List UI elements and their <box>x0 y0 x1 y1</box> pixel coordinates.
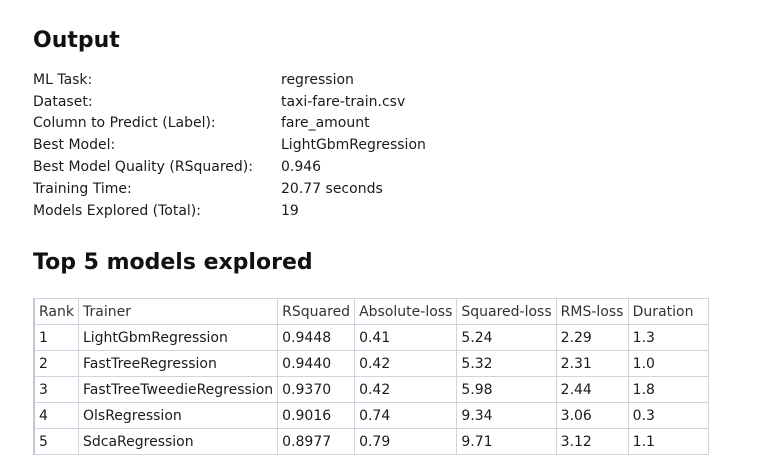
info-row-label-column: Column to Predict (Label): fare_amount <box>33 113 501 135</box>
table-row: 4 OlsRegression 0.9016 0.74 9.34 3.06 0.… <box>33 402 709 429</box>
cell-duration: 1.3 <box>627 324 709 351</box>
cell-trainer: FastTreeTweedieRegression <box>77 376 279 403</box>
info-value: 0.946 <box>281 159 322 176</box>
cell-rsquared: 0.9440 <box>277 350 356 377</box>
info-label: Best Model: <box>33 137 116 154</box>
cell-squared-loss: 5.32 <box>456 350 557 377</box>
info-label: ML Task: <box>33 71 93 88</box>
cell-duration: 0.3 <box>627 402 709 429</box>
column-header-absolute-loss: Absolute-loss <box>354 298 458 325</box>
cell-trainer: OlsRegression <box>77 402 279 429</box>
cell-absolute-loss: 0.74 <box>354 402 458 429</box>
cell-rank: 1 <box>33 324 79 351</box>
cell-rsquared: 0.8977 <box>277 428 356 455</box>
info-row-best-model-quality: Best Model Quality (RSquared): 0.946 <box>33 156 501 178</box>
cell-squared-loss: 5.24 <box>456 324 557 351</box>
info-value: 20.77 seconds <box>281 180 383 197</box>
output-heading: Output <box>33 28 120 53</box>
cell-trainer: SdcaRegression <box>77 428 279 455</box>
cell-absolute-loss: 0.79 <box>354 428 458 455</box>
info-row-ml-task: ML Task: regression <box>33 69 501 91</box>
column-header-rsquared: RSquared <box>277 298 356 325</box>
cell-squared-loss: 5.98 <box>456 376 557 403</box>
top-models-heading: Top 5 models explored <box>33 250 313 275</box>
info-label: Training Time: <box>33 180 132 197</box>
cell-squared-loss: 9.71 <box>456 428 557 455</box>
info-row-models-explored: Models Explored (Total): 19 <box>33 200 501 222</box>
column-header-duration: Duration <box>627 298 709 325</box>
cell-trainer: FastTreeRegression <box>77 350 279 377</box>
info-value: LightGbmRegression <box>281 137 426 154</box>
info-row-dataset: Dataset: taxi-fare-train.csv <box>33 91 501 113</box>
cell-squared-loss: 9.34 <box>456 402 557 429</box>
cell-trainer: LightGbmRegression <box>77 324 279 351</box>
cell-rsquared: 0.9448 <box>277 324 356 351</box>
column-header-trainer: Trainer <box>77 298 279 325</box>
cell-rsquared: 0.9370 <box>277 376 356 403</box>
info-value: fare_amount <box>281 115 370 132</box>
info-label: Dataset: <box>33 93 93 110</box>
cell-duration: 1.8 <box>627 376 709 403</box>
table-header-row: Rank Trainer RSquared Absolute-loss Squa… <box>33 298 709 325</box>
cell-rsquared: 0.9016 <box>277 402 356 429</box>
cell-duration: 1.0 <box>627 350 709 377</box>
cell-rank: 3 <box>33 376 79 403</box>
cell-rank: 4 <box>33 402 79 429</box>
cell-rms-loss: 2.31 <box>555 350 629 377</box>
info-label: Best Model Quality (RSquared): <box>33 159 253 176</box>
info-value: taxi-fare-train.csv <box>281 93 406 110</box>
models-table-container: Rank Trainer RSquared Absolute-loss Squa… <box>33 298 733 458</box>
table-row: 3 FastTreeTweedieRegression 0.9370 0.42 … <box>33 376 709 403</box>
cell-absolute-loss: 0.42 <box>354 350 458 377</box>
table-row: 2 FastTreeRegression 0.9440 0.42 5.32 2.… <box>33 350 709 377</box>
cell-absolute-loss: 0.42 <box>354 376 458 403</box>
cell-rms-loss: 3.12 <box>555 428 629 455</box>
cell-rank: 5 <box>33 428 79 455</box>
cell-absolute-loss: 0.41 <box>354 324 458 351</box>
output-summary: ML Task: regression Dataset: taxi-fare-t… <box>33 69 501 222</box>
info-value: regression <box>281 71 354 88</box>
info-label: Column to Predict (Label): <box>33 115 216 132</box>
info-value: 19 <box>281 202 299 219</box>
cell-rms-loss: 2.29 <box>555 324 629 351</box>
table-row: 1 LightGbmRegression 0.9448 0.41 5.24 2.… <box>33 324 709 351</box>
cell-duration: 1.1 <box>627 428 709 455</box>
column-header-rank: Rank <box>33 298 79 325</box>
table-row: 5 SdcaRegression 0.8977 0.79 9.71 3.12 1… <box>33 428 709 455</box>
models-table: Rank Trainer RSquared Absolute-loss Squa… <box>33 298 709 455</box>
info-row-training-time: Training Time: 20.77 seconds <box>33 178 501 200</box>
column-header-rms-loss: RMS-loss <box>555 298 629 325</box>
cell-rank: 2 <box>33 350 79 377</box>
info-label: Models Explored (Total): <box>33 202 201 219</box>
info-row-best-model: Best Model: LightGbmRegression <box>33 134 501 156</box>
cell-rms-loss: 2.44 <box>555 376 629 403</box>
cell-rms-loss: 3.06 <box>555 402 629 429</box>
column-header-squared-loss: Squared-loss <box>456 298 557 325</box>
